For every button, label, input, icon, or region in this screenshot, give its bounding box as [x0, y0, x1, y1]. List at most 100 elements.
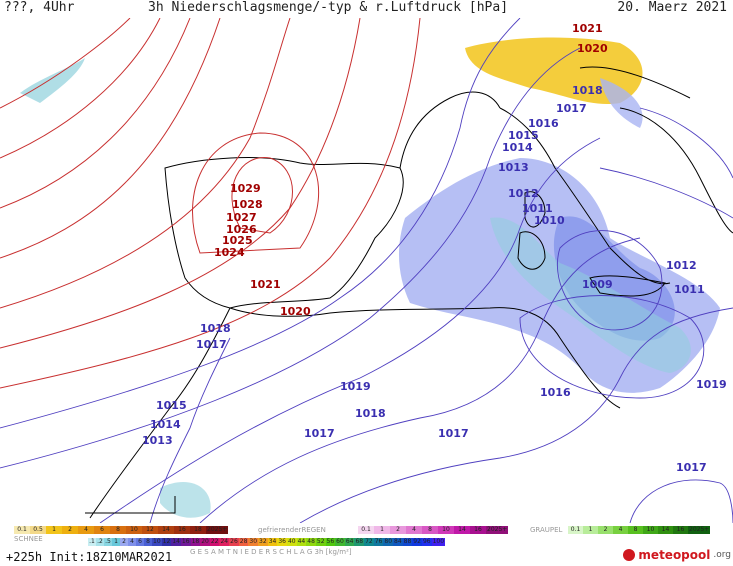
weather-map — [0, 18, 733, 523]
legend-swatch: 8 — [110, 526, 126, 534]
legend-swatch: 68 — [354, 538, 365, 546]
precip-atlantic-teal — [20, 58, 85, 103]
snow-area-teal — [490, 217, 691, 373]
legend-swatch: 0.1 — [358, 526, 374, 534]
isobar-label-high: 1029 — [230, 182, 261, 195]
logo-tld: .org — [713, 550, 731, 560]
legend-swatch: 2 — [62, 526, 78, 534]
isobar-label: 1012 — [666, 259, 697, 272]
logo-icon — [623, 549, 636, 561]
legend-swatch: 36 — [277, 538, 287, 546]
legend-swatch: 22 — [209, 538, 220, 546]
isobars-high — [0, 18, 421, 389]
isobar-label: 1014 — [150, 418, 181, 431]
legend-swatch: 10 — [438, 526, 454, 534]
isobar-label: 1012 — [508, 187, 539, 200]
legend-swatch: 1 — [46, 526, 62, 534]
legend-swatch: 48 — [306, 538, 316, 546]
meteopool-logo[interactable]: meteopool .org — [623, 548, 731, 562]
logo-text: meteopool — [638, 548, 711, 562]
legend-freezing-label: gefrierenderREGEN — [258, 526, 326, 534]
legend-swatch: 10 — [643, 526, 658, 534]
legend-swatch: 56 — [325, 538, 336, 546]
legend-swatch: 12 — [161, 538, 172, 546]
isobar-label: 1013 — [142, 434, 173, 447]
legend-swatch: 26 — [229, 538, 239, 546]
legend-swatch: 92 — [412, 538, 422, 546]
isobar-label: 1016 — [528, 117, 559, 130]
legend-swatch: 2 — [598, 526, 613, 534]
isobar-label: 1017 — [556, 102, 587, 115]
isobar-label: 1015 — [156, 399, 187, 412]
legend-swatch: 16 — [470, 526, 486, 534]
legend-swatch: 16 — [174, 526, 190, 534]
legend-swatch: 84 — [393, 538, 403, 546]
isobar-label: 1020 — [280, 305, 311, 318]
precipitation-areas — [20, 37, 720, 518]
isobar-label-high: 1026 — [226, 223, 257, 236]
isobar-label: 1016 — [540, 386, 571, 399]
precip-sw-teal — [160, 482, 211, 518]
isobar-label: 1021 — [572, 22, 603, 35]
legend-swatch: 4 — [406, 526, 422, 534]
legend-swatch: 76 — [373, 538, 384, 546]
isobar-label: 1017 — [676, 461, 707, 474]
legend-swatch: 2025+ — [688, 526, 711, 534]
legend-swatch: 0.5 — [30, 526, 46, 534]
isobar-label: 1018 — [572, 84, 603, 97]
legend-swatch: 64 — [344, 538, 355, 546]
legend-swatch: 8 — [144, 538, 152, 546]
legend-swatch: 14 — [158, 526, 174, 534]
isobar-label-high: 1027 — [226, 211, 257, 224]
legend-total-label: G E S A M T N I E D E R S C H L A G 3h [… — [190, 548, 352, 556]
legend-swatch: 0.1 — [14, 526, 30, 534]
isobar-label: 1011 — [522, 202, 553, 215]
legend-freezing-scale: 0.1 1 2 4 8 10 14 16 2025+ — [358, 526, 509, 534]
legend-swatch: 18 — [190, 526, 206, 534]
legend-swatch: 96 — [421, 538, 432, 546]
legend-swatch: 1 — [112, 538, 120, 546]
legend-swatch: 2 — [390, 526, 406, 534]
legend-swatch: 40 — [286, 538, 297, 546]
isobar-label: 1018 — [355, 407, 386, 420]
isobar-label: 1013 — [498, 161, 529, 174]
legend-swatch: 18 — [190, 538, 201, 546]
legend-swatch: 88 — [402, 538, 413, 546]
legend-swatch: 1 — [583, 526, 598, 534]
legend-swatch: 12 — [142, 526, 158, 534]
legend-swatch: 14 — [658, 526, 673, 534]
map-date: 20. Maerz 2021 — [617, 0, 727, 15]
isobar-label-high: 1028 — [232, 198, 263, 211]
legend-swatch: 14 — [454, 526, 470, 534]
isobar-label-high: 1025 — [222, 234, 253, 247]
legend-swatch: 2025+ — [486, 526, 509, 534]
legend-swatch: 16 — [180, 538, 191, 546]
legend-swatch: 72 — [364, 538, 374, 546]
isobar-label: 1019 — [340, 380, 371, 393]
legend-swatch: 1 — [374, 526, 390, 534]
legend-graupel-label: GRAUPEL — [530, 526, 563, 534]
legend-swatch: 24 — [219, 538, 230, 546]
isobars-low — [0, 18, 733, 523]
legend-snow-label: SCHNEE — [14, 535, 43, 543]
legend-swatch: 4 — [128, 538, 136, 546]
isobar-label: 1017 — [196, 338, 227, 351]
legend-swatch: 80 — [383, 538, 394, 546]
run-info: +225h Init:18Z10MAR2021 — [6, 550, 173, 564]
header-left: ???, 4Uhr — [4, 0, 75, 15]
isobar-label: 1020 — [577, 42, 608, 55]
precip-alps-yellow — [465, 37, 643, 105]
border-box — [85, 496, 176, 514]
precip-adriatic — [600, 78, 643, 128]
map-title: 3h Niederschlagsmenge/-typ & r.Luftdruck… — [148, 0, 509, 15]
isobar-label-high: 1024 — [214, 246, 245, 259]
legend-swatch: 8 — [422, 526, 438, 534]
legend-swatch: 44 — [296, 538, 307, 546]
isobar-label: 1009 — [582, 278, 613, 291]
legend-swatch: 8 — [628, 526, 643, 534]
isobar-label: 1021 — [250, 278, 281, 291]
legend-swatch: 60 — [335, 538, 345, 546]
legend-swatch: .5 — [104, 538, 112, 546]
legend-rain-scale: 0.1 0.5 1 2 4 6 8 10 12 14 16 18 2025+ — [14, 526, 229, 534]
isobar-label: 1018 — [200, 322, 231, 335]
